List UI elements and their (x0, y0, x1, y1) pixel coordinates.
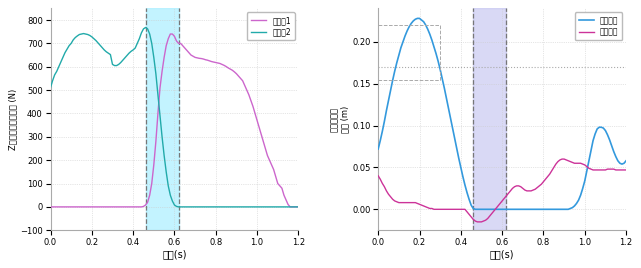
测力扦1 (152, 140, 160, 143)
右足踝尖 (474, 220, 481, 224)
右足踝尖 (482, 219, 490, 222)
左足踝跟 (546, 208, 554, 211)
右足踝尖 (622, 168, 630, 172)
右足踝尖 (558, 158, 566, 161)
测力扦2 (218, 205, 226, 209)
Line: 左足踝跟: 左足踝跟 (378, 18, 626, 209)
测力扦2 (47, 86, 54, 89)
测力扦2 (175, 205, 183, 209)
X-axis label: 时间(s): 时间(s) (490, 250, 514, 260)
右足踝尖 (610, 168, 617, 171)
Line: 测力扦2: 测力扦2 (51, 28, 299, 207)
右足踝尖 (544, 175, 551, 178)
右足踝尖 (432, 208, 440, 211)
测力扦2 (154, 93, 162, 96)
测力扦2 (142, 26, 149, 29)
测力扦1 (295, 205, 303, 209)
左足踝跟 (399, 40, 407, 43)
测力扦2 (104, 51, 112, 55)
测力扦2 (295, 205, 303, 209)
左足踝跟 (533, 208, 541, 211)
测力扦1 (47, 205, 54, 209)
Legend: 左足踝跟, 右足踝尖: 左足踝跟, 右足踝尖 (575, 12, 622, 40)
左足踝跟 (471, 208, 479, 211)
左足踝跟 (610, 150, 617, 153)
Y-axis label: Z方向地面反力踝力 (N): Z方向地面反力踝力 (N) (8, 89, 17, 150)
右足踝尖 (374, 174, 382, 177)
Bar (473, 8, 506, 230)
测力扦1 (280, 193, 288, 197)
测力扦2 (206, 205, 213, 209)
测力扦1 (104, 205, 112, 209)
Line: 右足踝尖: 右足踝尖 (378, 159, 626, 222)
测力扦2 (282, 205, 290, 209)
Line: 测力扦1: 测力扦1 (51, 34, 299, 207)
左足踝跟 (434, 59, 442, 63)
测力扦2 (71, 36, 79, 39)
Bar (378, 25, 440, 80)
测力扦1 (216, 62, 224, 65)
左足踝跟 (413, 17, 421, 20)
左足踝跟 (484, 208, 492, 211)
左足踝跟 (374, 147, 382, 151)
Legend: 测力扦1, 测力扦2: 测力扦1, 测力扦2 (247, 12, 295, 40)
右足踝尖 (399, 201, 407, 204)
Bar (146, 8, 179, 230)
左足踝跟 (622, 159, 630, 162)
X-axis label: 时间(s): 时间(s) (162, 250, 187, 260)
测力扦1 (204, 59, 212, 62)
测力扦1 (167, 32, 174, 36)
Y-axis label: 摇动腿足端
高度 (m): 摇动腿足端 高度 (m) (330, 106, 349, 133)
右足踝尖 (531, 188, 539, 191)
测力扦1 (71, 205, 79, 209)
